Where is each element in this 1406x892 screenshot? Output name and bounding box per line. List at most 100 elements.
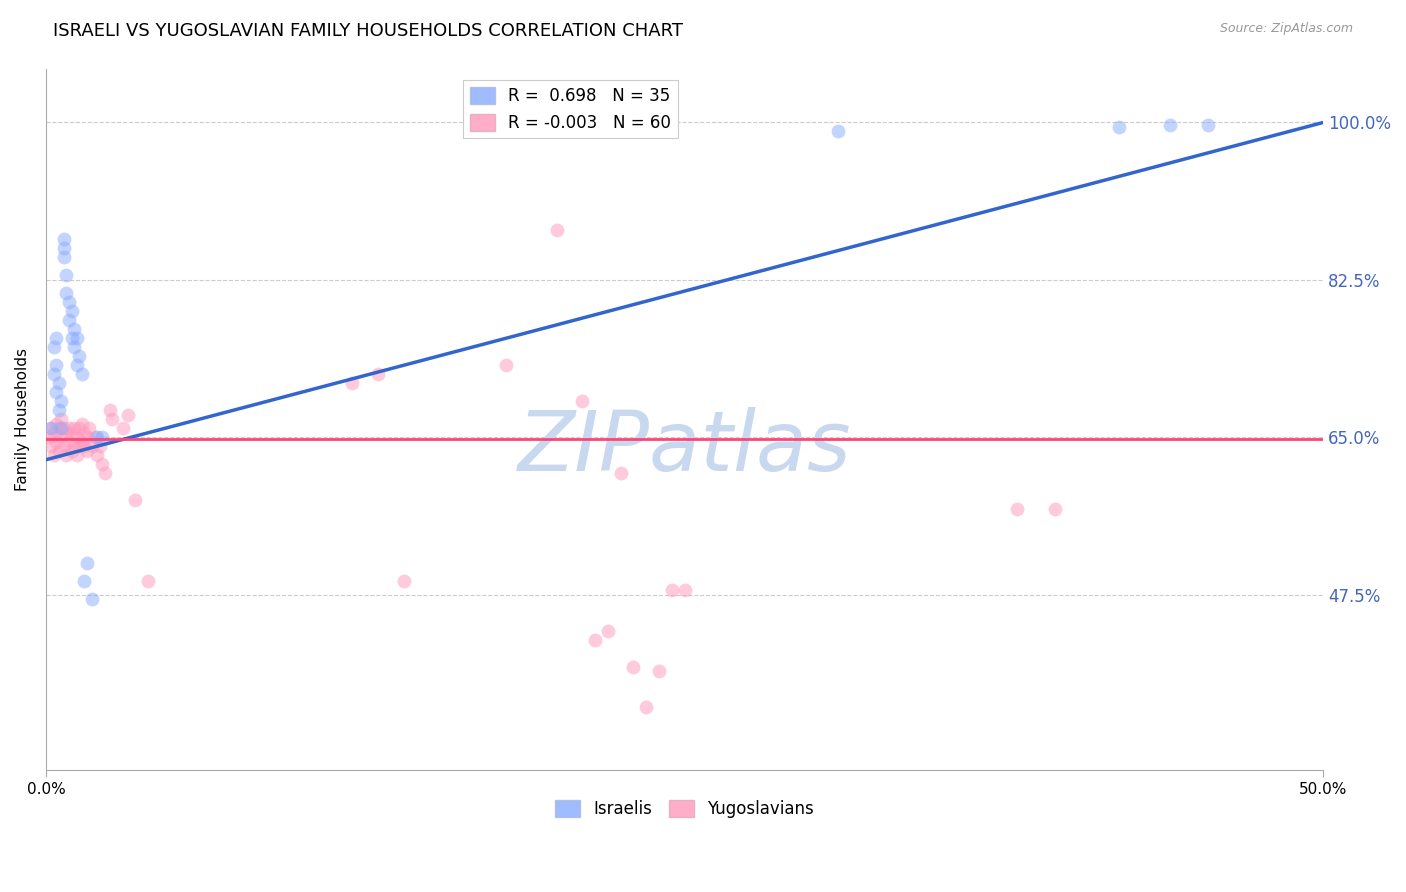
Point [45, 434, 67, 449]
Point [636, 700, 658, 714]
Point [52, 232, 75, 246]
Point [73, 439, 96, 453]
Point [48, 421, 70, 435]
Point [39, 421, 62, 435]
Point [60, 425, 83, 440]
Point [58, 434, 80, 449]
Point [55, 268, 77, 283]
Point [39, 421, 62, 435]
Point [495, 359, 517, 373]
Point [51, 421, 73, 435]
Point [51, 394, 73, 409]
Point [48, 443, 70, 458]
Point [342, 376, 364, 391]
Point [80, 592, 103, 607]
Point [91, 457, 114, 471]
Point [546, 223, 568, 237]
Point [86, 448, 108, 462]
Point [52, 439, 75, 453]
Point [136, 574, 159, 589]
Point [80, 439, 103, 453]
Point [70, 417, 93, 431]
Text: ZIPatlas: ZIPatlas [517, 407, 852, 488]
Point [67, 349, 90, 363]
Point [648, 664, 671, 678]
Point [55, 425, 77, 440]
Point [48, 376, 70, 391]
Point [55, 448, 77, 462]
Point [117, 408, 139, 422]
Point [111, 421, 134, 435]
Point [73, 574, 96, 589]
Point [65, 430, 87, 444]
Point [63, 322, 86, 336]
Point [367, 368, 389, 382]
Point [1043, 502, 1066, 516]
Point [67, 439, 90, 453]
Point [52, 421, 75, 435]
Point [1197, 118, 1219, 132]
Point [45, 417, 67, 431]
Point [65, 331, 87, 345]
Point [392, 574, 415, 589]
Point [55, 286, 77, 301]
Point [1005, 502, 1028, 516]
Point [65, 359, 87, 373]
Point [38, 430, 60, 444]
Point [48, 403, 70, 417]
Point [571, 394, 593, 409]
Point [45, 359, 67, 373]
Point [45, 331, 67, 345]
Point [76, 430, 98, 444]
Point [79, 421, 101, 435]
Point [58, 295, 80, 310]
Point [60, 331, 83, 345]
Point [45, 385, 67, 400]
Point [42, 340, 65, 354]
Point [101, 412, 124, 426]
Point [83, 430, 105, 444]
Point [42, 425, 65, 440]
Point [63, 340, 86, 354]
Point [76, 443, 98, 458]
Point [70, 434, 93, 449]
Point [51, 412, 73, 426]
Point [91, 430, 114, 444]
Point [52, 241, 75, 255]
Point [39, 439, 62, 453]
Point [63, 421, 86, 435]
Point [1108, 120, 1130, 134]
Point [1159, 118, 1181, 132]
Point [98, 403, 121, 417]
Point [76, 556, 98, 570]
Point [58, 421, 80, 435]
Point [648, 124, 671, 138]
Text: Source: ZipAtlas.com: Source: ZipAtlas.com [1219, 22, 1353, 36]
Point [67, 421, 90, 435]
Point [60, 304, 83, 318]
Point [93, 467, 115, 481]
Point [673, 583, 696, 598]
Point [609, 467, 631, 481]
Y-axis label: Family Households: Family Households [15, 348, 30, 491]
Point [623, 659, 645, 673]
Point [52, 251, 75, 265]
Legend: Israelis, Yugoslavians: Israelis, Yugoslavians [548, 793, 821, 825]
Point [58, 313, 80, 327]
Point [583, 632, 606, 647]
Point [73, 425, 96, 440]
Point [63, 439, 86, 453]
Point [86, 430, 108, 444]
Point [661, 583, 683, 598]
Point [596, 624, 619, 638]
Point [42, 448, 65, 462]
Point [42, 368, 65, 382]
Point [827, 124, 849, 138]
Point [65, 448, 87, 462]
Point [60, 443, 83, 458]
Point [51, 430, 73, 444]
Point [89, 439, 111, 453]
Point [70, 368, 93, 382]
Text: ISRAELI VS YUGOSLAVIAN FAMILY HOUSEHOLDS CORRELATION CHART: ISRAELI VS YUGOSLAVIAN FAMILY HOUSEHOLDS… [53, 22, 683, 40]
Point [124, 493, 146, 508]
